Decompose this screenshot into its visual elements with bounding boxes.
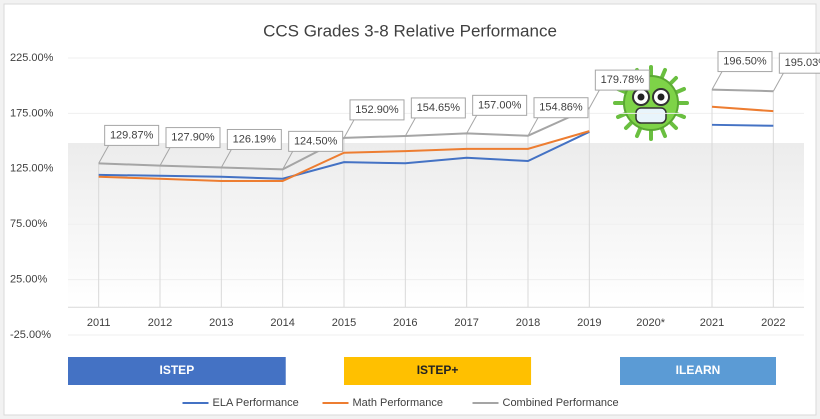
data-label: 154.65% xyxy=(417,102,461,114)
y-tick-label: 75.00% xyxy=(10,218,48,230)
data-label: 126.19% xyxy=(233,133,277,145)
legend-label: ELA Performance xyxy=(213,397,299,409)
data-label: 127.90% xyxy=(171,131,215,143)
chart-title: CCS Grades 3-8 Relative Performance xyxy=(263,21,557,40)
y-tick-label: 225.00% xyxy=(10,52,54,64)
data-label: 179.78% xyxy=(601,74,645,86)
x-tick-label: 2021 xyxy=(700,317,724,329)
x-tick-label: 2022 xyxy=(761,317,785,329)
plot-band xyxy=(68,143,804,307)
data-label: 157.00% xyxy=(478,99,522,111)
program-label: ISTEP+ xyxy=(417,363,459,377)
data-label: 124.50% xyxy=(294,135,338,147)
x-tick-label: 2019 xyxy=(577,317,601,329)
legend-label: Combined Performance xyxy=(503,397,619,409)
x-tick-label: 2020* xyxy=(636,317,665,329)
page: CCS Grades 3-8 Relative Performance -25.… xyxy=(0,0,820,419)
program-label: ILEARN xyxy=(676,363,721,377)
data-label: 152.90% xyxy=(355,104,399,116)
y-tick-label: 125.00% xyxy=(10,163,54,175)
x-tick-label: 2014 xyxy=(270,317,294,329)
y-tick-label: 175.00% xyxy=(10,107,54,119)
data-label: 154.86% xyxy=(539,102,583,114)
x-tick-label: 2012 xyxy=(148,317,172,329)
x-tick-label: 2013 xyxy=(209,317,233,329)
y-tick-label: 25.00% xyxy=(10,274,48,286)
data-label: 196.50% xyxy=(723,55,767,67)
data-label: 195.03% xyxy=(785,57,820,69)
chart: CCS Grades 3-8 Relative Performance -25.… xyxy=(0,0,820,419)
x-tick-label: 2016 xyxy=(393,317,417,329)
x-tick-label: 2011 xyxy=(87,317,111,329)
x-tick-label: 2018 xyxy=(516,317,540,329)
x-tick-label: 2015 xyxy=(332,317,356,329)
data-label: 129.87% xyxy=(110,129,154,141)
y-tick-label: -25.00% xyxy=(10,329,51,341)
x-tick-label: 2017 xyxy=(454,317,478,329)
legend-label: Math Performance xyxy=(353,397,443,409)
program-label: ISTEP xyxy=(160,363,195,377)
